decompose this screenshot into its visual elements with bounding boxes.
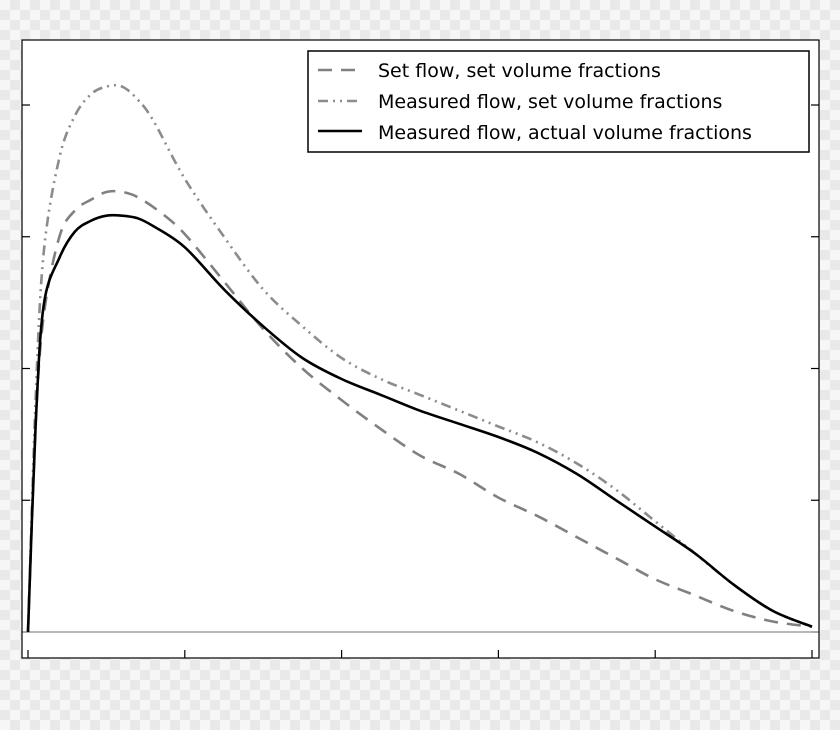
plot-frame — [21, 39, 820, 659]
series-line-measured-flow-actual — [26, 213, 813, 633]
legend-label-measured-flow-set: Measured flow, set volume fractions — [378, 91, 722, 113]
series-lines — [26, 83, 813, 633]
legend-label-measured-flow-actual: Measured flow, actual volume fractions — [378, 122, 752, 144]
x-axis-ticks — [27, 650, 813, 658]
legend-box — [307, 50, 810, 153]
legend: Set flow, set volume fractions Measured … — [307, 50, 810, 153]
legend-label-set-flow: Set flow, set volume fractions — [378, 60, 661, 82]
